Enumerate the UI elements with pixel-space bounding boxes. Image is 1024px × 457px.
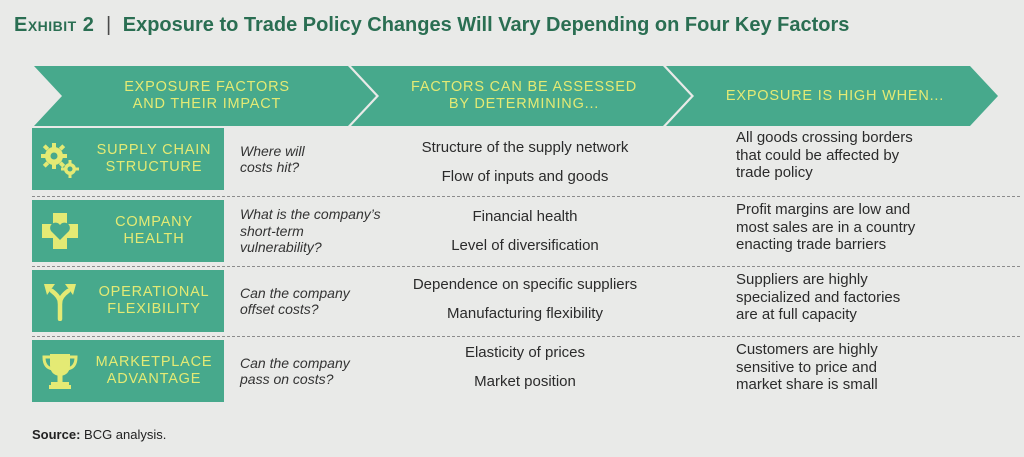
split-arrows-icon: [44, 284, 76, 321]
factor-box: Marketplace advantage: [32, 340, 224, 402]
exposure-text: All goods crossing borders that could be …: [736, 129, 913, 181]
header-label-assess: Factors can be assessed by determining...: [410, 79, 638, 112]
header-label-factors: Exposure factors and their impact: [124, 79, 290, 112]
header-arrow-2: [351, 66, 691, 126]
header-arrows: [34, 66, 998, 126]
row-divider: [32, 196, 1020, 197]
factor-question: Can the company pass on costs?: [240, 354, 350, 388]
factor-row-marketplace-advantage: Marketplace advantage Can the company pass…: [0, 340, 1024, 404]
exhibit-title-text: Exposure to Trade Policy Changes Will Va…: [122, 14, 850, 36]
row-divider: [32, 266, 1020, 267]
assess-item: Dependence on specific suppliers: [412, 276, 638, 293]
factor-row-supply-chain: Supply chain structure Where will costs hi…: [0, 128, 1024, 192]
factor-name: Company health: [115, 214, 193, 247]
factor-question: What is the company’s short-term vulnerabi…: [240, 206, 381, 256]
row-divider: [32, 336, 1020, 337]
assess-item: Manufacturing flexibility: [447, 305, 603, 322]
factor-name: Operational flexibility: [98, 284, 210, 317]
title-separator: |: [105, 14, 112, 36]
source-text: BCG analysis.: [80, 427, 167, 442]
factor-question: Where will costs hit?: [240, 142, 305, 176]
trophy-icon: [42, 354, 78, 389]
exhibit-title: Exhibit 2 | Exposure to Trade Policy Cha…: [14, 14, 1014, 37]
assess-item: Elasticity of prices: [464, 344, 586, 361]
medical-heart-icon: [42, 213, 78, 249]
factor-name: Marketplace advantage: [95, 354, 213, 387]
assess-item: Financial health: [472, 208, 578, 225]
header-label-exposure: Exposure is high when...: [725, 87, 945, 104]
factor-row-operational-flexibility: Operational flexibility Can the company of…: [0, 270, 1024, 334]
gears-icon: [41, 143, 79, 178]
factor-box: Company health: [32, 200, 224, 262]
assess-item: Flow of inputs and goods: [441, 168, 609, 185]
source-label: Source:: [32, 427, 81, 442]
assess-item: Structure of the supply network: [421, 139, 629, 156]
exposure-text: Profit margins are low and most sales are…: [736, 201, 916, 253]
header-arrow-1: [34, 66, 376, 126]
source-note: Source: BCG analysis.: [32, 427, 166, 442]
assess-item: Level of diversification: [451, 237, 599, 254]
factor-box: Operational flexibility: [32, 270, 224, 332]
exhibit-number: Exhibit 2: [14, 14, 95, 36]
factor-name: Supply chain structure: [96, 142, 212, 175]
exposure-text: Customers are highly sensitive to price a…: [736, 341, 878, 393]
factor-box: Supply chain structure: [32, 128, 224, 190]
exposure-text: Suppliers are highly specialized and fact…: [736, 271, 901, 323]
assess-item: Market position: [474, 373, 576, 390]
factor-row-company-health: Company health What is the company’s short…: [0, 200, 1024, 264]
header-arrow-3: [666, 66, 998, 126]
factor-question: Can the company offset costs?: [240, 284, 350, 318]
